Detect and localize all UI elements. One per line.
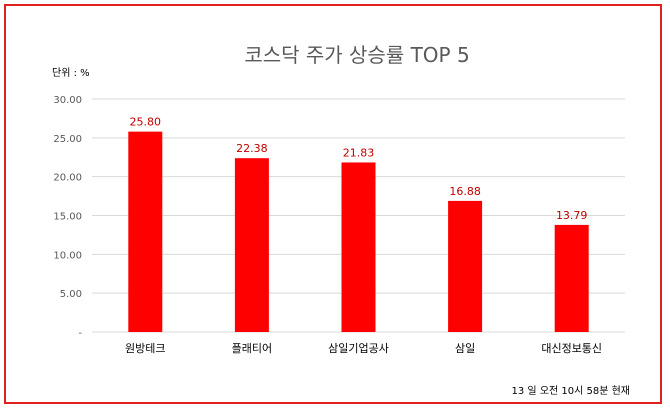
category-label: 대신정보통신	[541, 342, 602, 355]
data-label: 16.88	[449, 185, 481, 198]
category-label: 삼일	[455, 341, 475, 355]
data-label: 13.79	[556, 209, 588, 222]
bar	[234, 158, 269, 332]
category-label: 플래티어	[232, 342, 272, 355]
data-label: 25.80	[130, 116, 162, 129]
data-label: 21.83	[343, 146, 375, 159]
y-tick-label: -	[78, 328, 82, 339]
bar	[448, 200, 483, 332]
bars	[128, 131, 589, 332]
timestamp-footnote: 13 일 오전 10시 58분 현재	[512, 385, 630, 397]
category-label: 원방테크	[125, 342, 165, 355]
bar	[341, 162, 376, 332]
category-label: 삼일기업공사	[328, 341, 389, 355]
y-tick-label: 20.00	[53, 173, 82, 184]
y-axis-ticks: - 5.00 10.00 15.00 20.00 25.00 30.00	[53, 95, 82, 339]
y-tick-label: 15.00	[53, 212, 82, 223]
data-labels: 25.80 22.38 21.83 16.88 13.79	[130, 116, 588, 222]
chart-title: 코스닥 주가 상승률 TOP 5	[244, 43, 469, 67]
y-tick-label: 30.00	[53, 95, 82, 106]
y-tick-label: 25.00	[53, 134, 82, 145]
chart-frame	[4, 4, 662, 404]
y-tick-label: 5.00	[60, 289, 82, 300]
bar	[128, 131, 163, 332]
bar	[554, 224, 589, 332]
data-label: 22.38	[236, 142, 268, 155]
gridlines	[92, 98, 625, 333]
unit-label: 단위 : %	[52, 66, 90, 79]
category-labels: 원방테크 플래티어 삼일기업공사 삼일 대신정보통신	[125, 341, 602, 355]
y-tick-label: 10.00	[53, 250, 82, 261]
